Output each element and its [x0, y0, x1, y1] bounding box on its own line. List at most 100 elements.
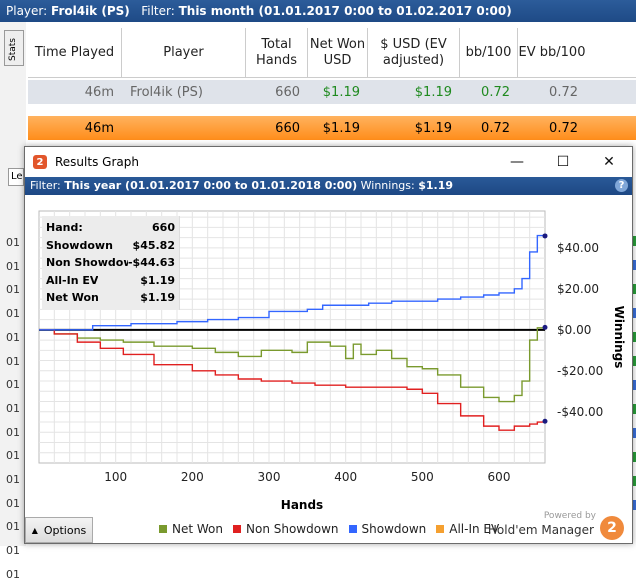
row-stub: 01: [6, 544, 20, 558]
col-bb100[interactable]: bb/100: [460, 28, 518, 77]
graph-filter-range: This year (01.01.2017 0:00 to 01.01.2018…: [64, 179, 358, 192]
stats-header-row: Time Played Player Total Hands Net Won U…: [28, 28, 636, 78]
legend-label: Non Showdown: [246, 522, 339, 536]
y-axis-title: Winnings: [612, 306, 626, 369]
col-net-won[interactable]: Net Won USD: [308, 28, 368, 77]
legend-swatch: [436, 525, 445, 533]
total-ev-bb100: 0.72: [549, 120, 578, 136]
info-row-hand: Hand: 660: [46, 219, 175, 237]
row-stub: 01: [6, 259, 20, 273]
y-tick-label: $40.00: [557, 241, 599, 255]
graph-filter-label: Filter:: [30, 179, 61, 192]
col-total-hands[interactable]: Total Hands: [246, 28, 308, 77]
filter-range: This month (01.01.2017 0:00 to 01.02.201…: [178, 4, 512, 18]
stats-side-tab[interactable]: Stats: [4, 30, 24, 66]
x-tick-label: 500: [411, 470, 434, 484]
cell-hands: 660: [275, 84, 300, 100]
table-row-player[interactable]: 46m Frol4ik (PS) 660 $1.19 $1.19 0.72 0.…: [28, 80, 636, 104]
series-line-net-won: [39, 327, 546, 403]
legend-item[interactable]: Showdown: [348, 522, 426, 536]
brand-name: Hold'em Manager: [487, 523, 594, 537]
legend-item[interactable]: All-In EV: [436, 522, 499, 536]
info-label: Hand:: [46, 221, 83, 235]
powered-by-label: Powered by: [543, 511, 596, 521]
lower-side-tab[interactable]: Le: [8, 168, 24, 186]
total-time: 46m: [84, 120, 114, 136]
row-stub: 01: [6, 473, 20, 486]
hand-info-box: Hand: 660 Showdown $45.82 Non Showdown-$44…: [42, 216, 180, 310]
col-player[interactable]: Player: [122, 28, 246, 77]
lower-side-tab-label: Le: [11, 171, 23, 182]
series-end-marker: [542, 324, 548, 330]
info-value: $1.19: [140, 273, 175, 287]
cell-player: Frol4ik (PS): [130, 84, 203, 100]
row-stub: 01: [6, 401, 20, 415]
legend-item[interactable]: Non Showdown: [233, 522, 339, 536]
total-ev-adjusted: $1.19: [414, 120, 452, 136]
minimize-button[interactable]: —: [510, 154, 524, 170]
row-stub: 01: [6, 449, 20, 463]
info-label: Non Showdown: [46, 256, 128, 270]
help-icon[interactable]: ?: [615, 179, 628, 192]
cell-time: 46m: [84, 84, 114, 100]
options-button[interactable]: ▲ Options: [25, 517, 93, 543]
col-ev-adjusted[interactable]: $ USD (EV adjusted): [368, 28, 460, 77]
x-tick-label: 100: [104, 470, 127, 484]
row-stub: 01: [6, 330, 20, 344]
window-title: Results Graph: [55, 155, 139, 169]
col-ev-bb100[interactable]: EV bb/100: [518, 44, 586, 60]
row-stub: 01: [6, 378, 20, 392]
x-tick-label: 400: [334, 470, 357, 484]
info-row-net-won: Net Won $1.19: [46, 289, 175, 307]
legend-swatch: [159, 525, 167, 533]
y-tick-label: $20.00: [557, 282, 599, 296]
row-stub: 01: [6, 520, 20, 534]
info-label: Net Won: [46, 291, 99, 305]
series-end-marker: [542, 233, 548, 239]
row-stub: 01: [6, 496, 20, 510]
graph-bottom-bar: ▲ Options Net Won Non Showdown Showdown All…: [25, 511, 632, 543]
player-name: Frol4ik (PS): [51, 4, 130, 18]
legend-label: All-In EV: [449, 522, 500, 536]
cell-net-won: $1.19: [322, 84, 360, 100]
hm2-app-icon: 2: [33, 155, 47, 169]
y-tick-label: -$40.00: [557, 405, 603, 419]
cell-ev-bb100: 0.72: [549, 84, 578, 100]
row-stub: 01: [6, 307, 20, 321]
x-tick-label: 300: [258, 470, 281, 484]
info-row-showdown: Showdown $45.82: [46, 237, 175, 255]
x-tick-label: 600: [488, 470, 511, 484]
chevron-up-icon: ▲: [31, 525, 38, 535]
titlebar[interactable]: 2 Results Graph — ☐ ✕: [25, 147, 632, 177]
series-line-non-showdown: [39, 329, 546, 431]
info-row-all-in-ev: All-In EV $1.19: [46, 272, 175, 290]
info-value: 660: [152, 221, 175, 235]
legend-swatch: [233, 525, 241, 533]
y-tick-label: -$20.00: [557, 364, 603, 378]
left-strip: [0, 22, 26, 546]
maximize-button[interactable]: ☐: [556, 154, 570, 170]
info-label: Showdown: [46, 238, 113, 252]
results-graph-window: 2 Results Graph — ☐ ✕ Filter: This year …: [24, 146, 633, 544]
legend-item[interactable]: Net Won: [159, 522, 223, 536]
legend-label: Net Won: [172, 522, 223, 536]
info-value: -$44.63: [127, 256, 175, 270]
series-line-showdown: [39, 234, 546, 331]
hm2-logo: 2: [600, 516, 624, 540]
winnings-label: Winnings:: [360, 179, 415, 192]
winnings-value: $1.19: [418, 179, 454, 192]
info-row-non-showdown: Non Showdown-$44.63: [46, 254, 175, 272]
stats-table: Time Played Player Total Hands Net Won U…: [28, 28, 636, 140]
x-tick-label: 200: [181, 470, 204, 484]
chart-legend: Net Won Non Showdown Showdown All-In EV: [159, 522, 499, 536]
cell-bb100: 0.72: [481, 84, 510, 100]
graph-filter-bar: Filter: This year (01.01.2017 0:00 to 01…: [25, 177, 632, 195]
close-button[interactable]: ✕: [603, 154, 615, 170]
total-hands: 660: [275, 120, 300, 136]
y-tick-label: $0.00: [557, 323, 591, 337]
row-stub: 01: [6, 567, 20, 581]
total-bb100: 0.72: [481, 120, 510, 136]
col-time-played[interactable]: Time Played: [28, 28, 122, 77]
right-edge-markers: [631, 236, 636, 536]
filter-prefix: Filter:: [141, 4, 175, 18]
